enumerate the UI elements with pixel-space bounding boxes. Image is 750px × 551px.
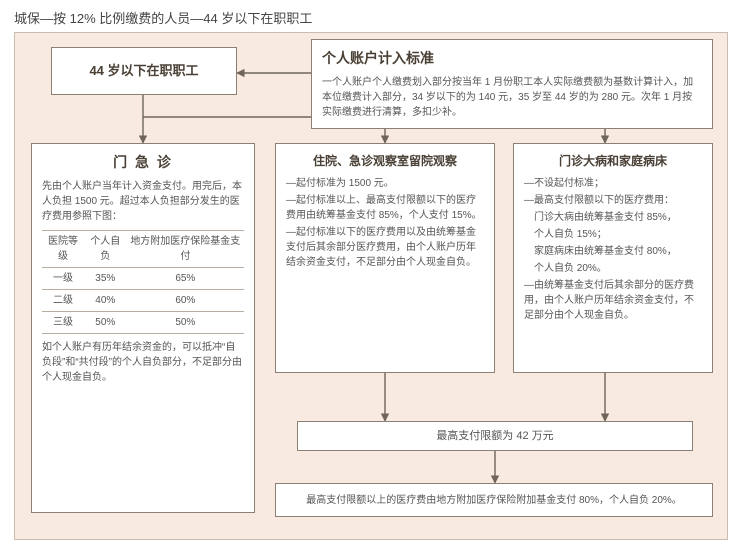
table-cell: 40%: [84, 290, 127, 312]
bullet-line: —起付标准以上、最高支付限额以下的医疗费用由统筹基金支付 85%，个人支付 15…: [286, 193, 484, 223]
table-header: 地方附加医疗保险基金支付: [127, 231, 244, 268]
cap-text: 最高支付限额为 42 万元: [436, 428, 553, 445]
table-header: 个人自负: [84, 231, 127, 268]
standard-body: 一个人账户个人缴费划入部分按当年 1 月份职工本人实际缴费额为基数计算计入，加本…: [322, 75, 702, 120]
table-cell: 35%: [84, 268, 127, 290]
outpatient-title: 门 急 诊: [42, 152, 244, 173]
bullet-line: —不设起付标准；: [524, 176, 702, 191]
table-cell: 50%: [127, 312, 244, 334]
bullet-line: 家庭病床由统筹基金支付 80%，: [524, 244, 702, 259]
table-row: 三级50%50%: [42, 312, 244, 334]
outpatient-intro: 先由个人账户当年计入资金支付。用完后，本人负担 1500 元。超过本人负担部分发…: [42, 179, 244, 224]
outpatient-footnote: 如个人账户有历年结余资金的，可以抵冲“自负段”和“共付段”的个人自负部分，不足部…: [42, 340, 244, 385]
table-cell: 三级: [42, 312, 84, 334]
node-above-cap: 最高支付限额以上的医疗费由地方附加医疗保险附加基金支付 80%，个人自负 20%…: [275, 483, 713, 517]
standard-title: 个人账户计入标准: [322, 48, 702, 69]
inpatient-title: 住院、急诊观察室留院观察: [286, 152, 484, 170]
inpatient-bullets: —起付标准为 1500 元。 —起付标准以上、最高支付限额以下的医疗费用由统筹基金…: [286, 176, 484, 270]
bullet-line: 个人自负 15%；: [524, 227, 702, 242]
node-outpatient: 门 急 诊 先由个人账户当年计入资金支付。用完后，本人负担 1500 元。超过本…: [31, 143, 255, 513]
table-cell: 二级: [42, 290, 84, 312]
outpatient-table: 医院等级个人自负地方附加医疗保险基金支付 一级35%65%二级40%60%三级5…: [42, 230, 244, 334]
bullet-line: 门诊大病由统筹基金支付 85%，: [524, 210, 702, 225]
table-cell: 60%: [127, 290, 244, 312]
chronic-bullets: —不设起付标准； —最高支付限额以下的医疗费用： 门诊大病由统筹基金支付 85%，…: [524, 176, 702, 323]
node-cap: 最高支付限额为 42 万元: [297, 421, 693, 451]
table-cell: 65%: [127, 268, 244, 290]
diagram-canvas: 44 岁以下在职职工 个人账户计入标准 一个人账户个人缴费划入部分按当年 1 月…: [14, 32, 728, 540]
bullet-line: —起付标准以下的医疗费用以及由统筹基金支付后其余部分医疗费用，由个人账户历年结余…: [286, 225, 484, 270]
table-row: 二级40%60%: [42, 290, 244, 312]
table-row: 一级35%65%: [42, 268, 244, 290]
bullet-line: —起付标准为 1500 元。: [286, 176, 484, 191]
table-header: 医院等级: [42, 231, 84, 268]
category-label: 44 岁以下在职职工: [89, 61, 198, 81]
above-cap-text: 最高支付限额以上的医疗费由地方附加医疗保险附加基金支付 80%，个人自负 20%…: [306, 493, 682, 508]
bullet-line: —最高支付限额以下的医疗费用：: [524, 193, 702, 208]
page-title: 城保—按 12% 比例缴费的人员—44 岁以下在职职工: [14, 8, 312, 27]
node-standard: 个人账户计入标准 一个人账户个人缴费划入部分按当年 1 月份职工本人实际缴费额为…: [311, 39, 713, 129]
node-category: 44 岁以下在职职工: [51, 47, 237, 95]
table-cell: 一级: [42, 268, 84, 290]
node-inpatient: 住院、急诊观察室留院观察 —起付标准为 1500 元。 —起付标准以上、最高支付限…: [275, 143, 495, 373]
node-chronic: 门诊大病和家庭病床 —不设起付标准； —最高支付限额以下的医疗费用： 门诊大病由统…: [513, 143, 713, 373]
bullet-line: —由统筹基金支付后其余部分的医疗费用，由个人账户历年结余资金支付，不足部分由个人…: [524, 278, 702, 323]
table-cell: 50%: [84, 312, 127, 334]
bullet-line: 个人自负 20%。: [524, 261, 702, 276]
chronic-title: 门诊大病和家庭病床: [524, 152, 702, 170]
